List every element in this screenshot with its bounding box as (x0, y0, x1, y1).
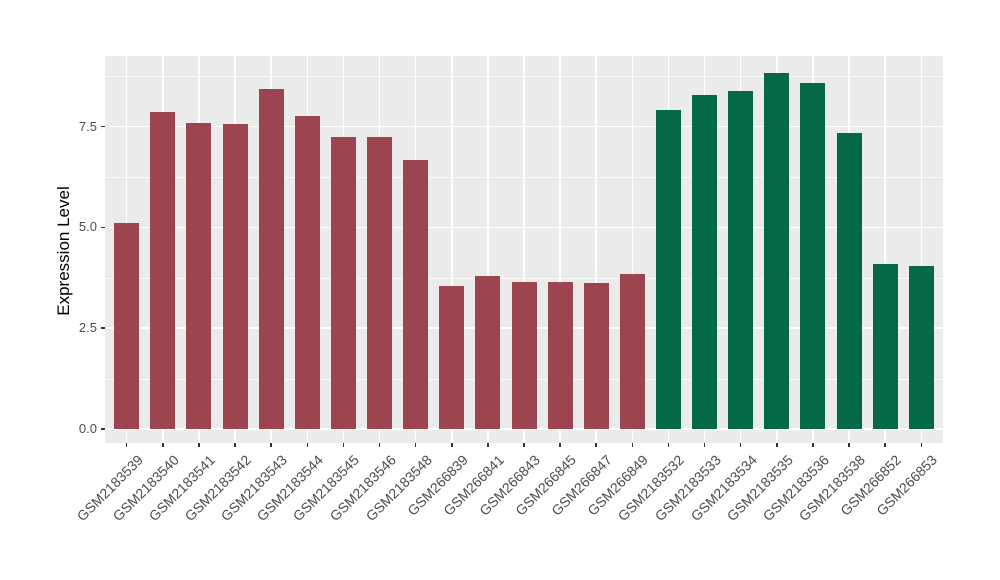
x-axis-tick (270, 443, 272, 447)
bar (692, 95, 718, 429)
y-axis-tick-label: 2.5 (78, 320, 97, 336)
y-axis-tick (101, 327, 105, 329)
y-axis-tick-label: 0.0 (78, 421, 97, 436)
y-axis-tick-label: 7.5 (78, 118, 97, 134)
x-axis-tick (451, 443, 453, 447)
category-gridline (559, 56, 561, 443)
bar (908, 266, 934, 429)
bar (655, 109, 681, 429)
bar (258, 88, 284, 429)
x-axis-tick (559, 443, 561, 447)
bar (764, 73, 790, 429)
bar (872, 264, 898, 429)
bar (836, 132, 862, 429)
x-axis-tick (920, 443, 923, 447)
category-gridline (920, 56, 923, 443)
x-axis-tick (306, 443, 309, 447)
bar (186, 123, 212, 429)
bar (475, 275, 501, 429)
plot-panel (105, 56, 943, 443)
x-axis-tick (812, 443, 814, 447)
x-axis-tick (848, 443, 850, 447)
category-gridline (523, 56, 525, 443)
category-gridline (595, 56, 597, 443)
bar (150, 111, 176, 429)
x-axis-tick (631, 443, 634, 447)
y-axis-tick (101, 226, 105, 229)
bar (511, 281, 537, 429)
x-axis-tick (776, 443, 778, 447)
x-axis-tick (125, 443, 128, 447)
x-axis-tick (414, 443, 417, 447)
x-axis-tick (739, 443, 742, 447)
bar (619, 273, 645, 429)
bar (114, 223, 140, 429)
bar (330, 137, 356, 429)
bar (583, 283, 609, 429)
x-axis-tick (198, 443, 200, 447)
y-axis-tick-label: 5.0 (78, 219, 97, 235)
bar (439, 285, 465, 429)
x-axis-tick (703, 443, 706, 447)
category-gridline (487, 56, 489, 443)
y-axis-tick (101, 125, 105, 128)
bar (800, 83, 826, 429)
category-gridline (451, 56, 453, 443)
x-axis-tick (667, 443, 670, 447)
x-axis-tick (595, 443, 597, 447)
x-axis-tick (162, 443, 164, 447)
bar (728, 91, 754, 429)
x-axis-tick (523, 443, 525, 447)
x-axis-tick (487, 443, 489, 447)
bar (222, 124, 248, 429)
x-axis-tick (884, 443, 886, 447)
category-gridline (631, 56, 634, 443)
x-axis-tick (234, 443, 236, 447)
bar (294, 116, 320, 429)
category-gridline (884, 56, 886, 443)
bar (403, 160, 429, 429)
x-axis-tick (378, 443, 381, 447)
bar (367, 136, 393, 429)
x-axis-tick (342, 443, 345, 447)
bar (547, 281, 573, 429)
y-axis-tick (101, 428, 105, 430)
